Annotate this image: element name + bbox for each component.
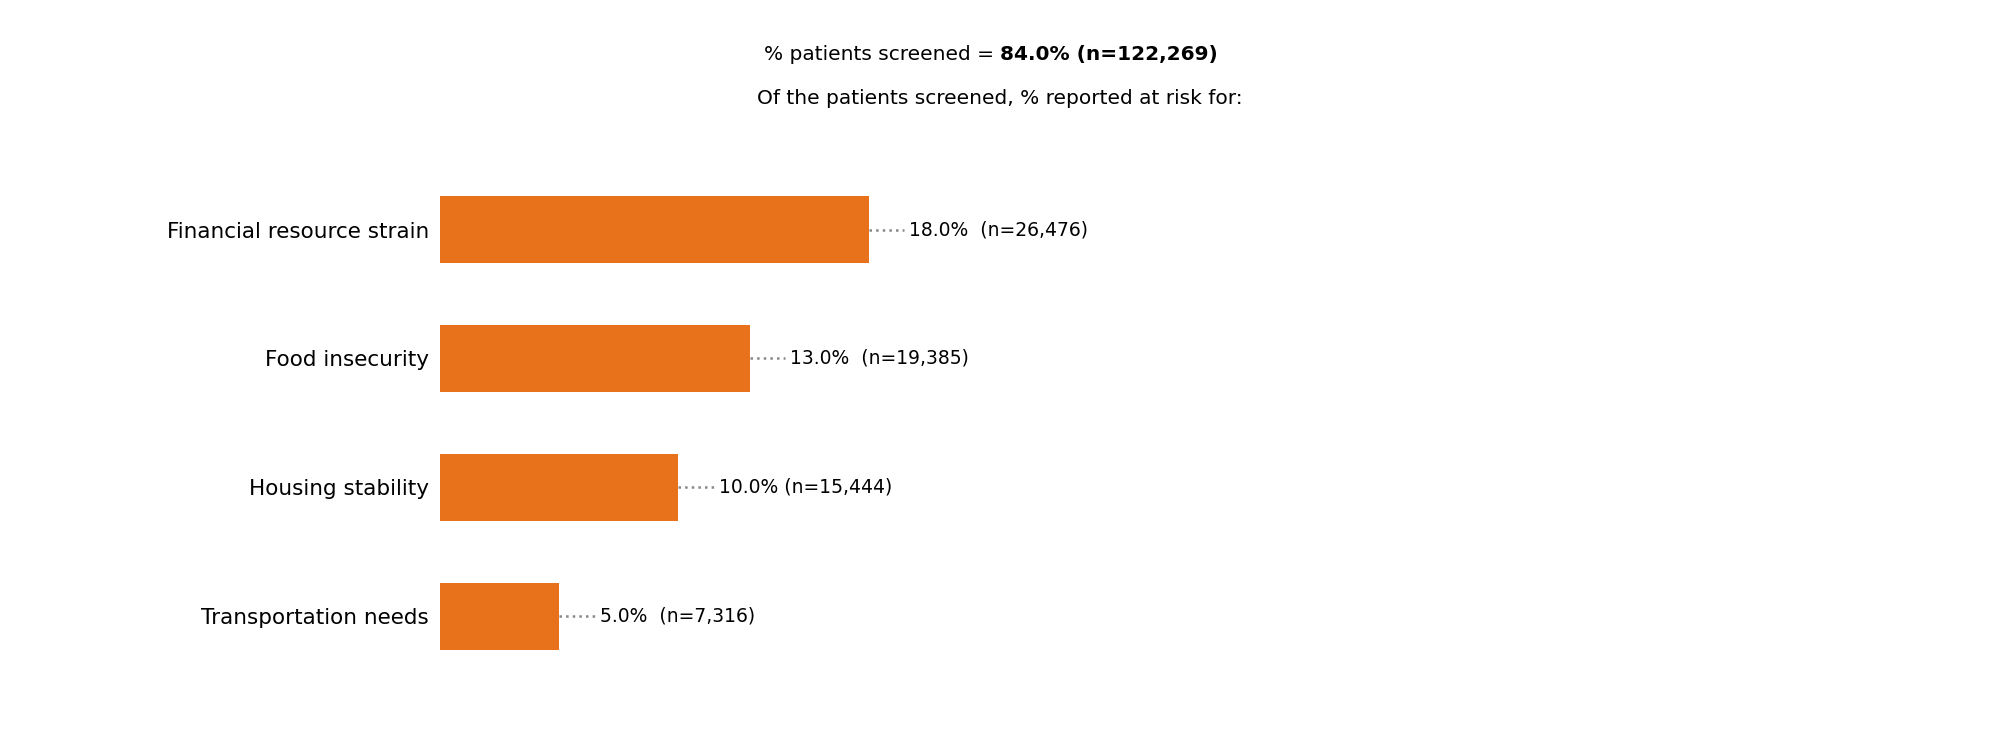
Text: 5.0%  (n=7,316): 5.0% (n=7,316) xyxy=(600,607,754,625)
Text: 10.0% (n=15,444): 10.0% (n=15,444) xyxy=(718,477,892,496)
Text: 13.0%  (n=19,385): 13.0% (n=19,385) xyxy=(790,349,968,368)
Text: % patients screened =: % patients screened = xyxy=(764,45,1000,64)
Bar xyxy=(440,325,750,392)
Bar xyxy=(440,582,560,650)
Text: 84.0% (n=122,269): 84.0% (n=122,269) xyxy=(1000,45,1218,64)
Bar xyxy=(440,196,868,263)
Text: 18.0%  (n=26,476): 18.0% (n=26,476) xyxy=(910,220,1088,239)
Text: Of the patients screened, % reported at risk for:: Of the patients screened, % reported at … xyxy=(758,89,1242,108)
Bar xyxy=(440,453,678,521)
